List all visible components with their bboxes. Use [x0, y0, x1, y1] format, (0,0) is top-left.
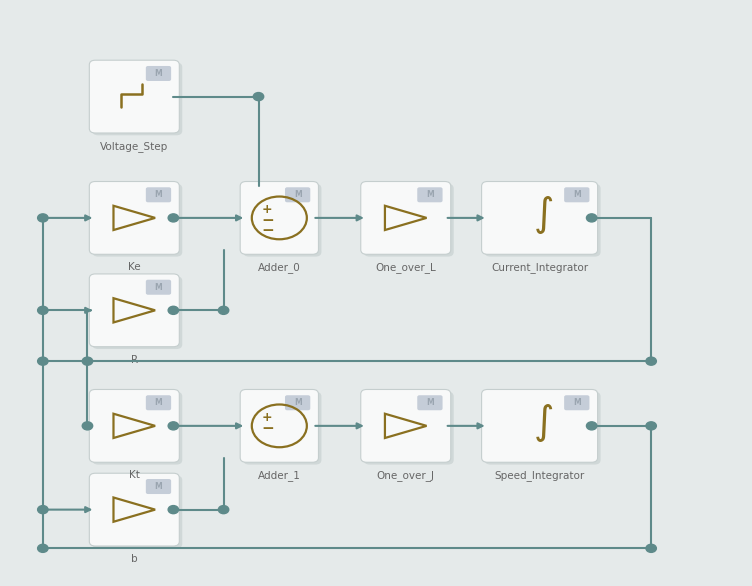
- Text: Current_Integrator: Current_Integrator: [491, 263, 588, 273]
- FancyBboxPatch shape: [285, 188, 311, 202]
- Circle shape: [253, 93, 264, 101]
- Text: M: M: [573, 190, 581, 199]
- FancyBboxPatch shape: [89, 274, 179, 347]
- FancyBboxPatch shape: [240, 182, 318, 254]
- Text: M: M: [155, 190, 162, 199]
- Text: −: −: [261, 421, 274, 436]
- Circle shape: [38, 544, 48, 553]
- Text: Voltage_Step: Voltage_Step: [100, 141, 168, 152]
- FancyBboxPatch shape: [484, 184, 601, 257]
- FancyBboxPatch shape: [89, 60, 179, 133]
- Text: $\int$: $\int$: [533, 402, 553, 444]
- FancyBboxPatch shape: [417, 188, 443, 202]
- FancyBboxPatch shape: [361, 182, 450, 254]
- Text: M: M: [426, 398, 434, 407]
- FancyBboxPatch shape: [146, 280, 171, 295]
- Circle shape: [38, 306, 48, 314]
- Circle shape: [38, 214, 48, 222]
- Circle shape: [646, 422, 656, 430]
- FancyBboxPatch shape: [564, 188, 590, 202]
- Text: +: +: [262, 203, 273, 216]
- Text: M: M: [155, 482, 162, 491]
- FancyBboxPatch shape: [146, 479, 171, 494]
- FancyBboxPatch shape: [146, 395, 171, 410]
- Text: M: M: [294, 190, 302, 199]
- FancyBboxPatch shape: [484, 392, 601, 465]
- Circle shape: [218, 506, 229, 514]
- Text: Kt: Kt: [129, 471, 140, 481]
- Circle shape: [82, 357, 92, 365]
- FancyBboxPatch shape: [89, 473, 179, 546]
- Circle shape: [646, 544, 656, 553]
- Text: $\int$: $\int$: [533, 194, 553, 236]
- Circle shape: [168, 306, 178, 314]
- Circle shape: [587, 214, 597, 222]
- Text: One_over_J: One_over_J: [377, 471, 435, 481]
- FancyBboxPatch shape: [92, 392, 182, 465]
- FancyBboxPatch shape: [417, 395, 443, 410]
- FancyBboxPatch shape: [364, 184, 453, 257]
- Text: Adder_0: Adder_0: [258, 263, 301, 273]
- FancyBboxPatch shape: [481, 182, 598, 254]
- FancyBboxPatch shape: [364, 392, 453, 465]
- Text: One_over_L: One_over_L: [375, 263, 436, 273]
- FancyBboxPatch shape: [285, 395, 311, 410]
- Circle shape: [168, 506, 178, 514]
- Text: Adder_1: Adder_1: [258, 471, 301, 481]
- Text: b: b: [131, 554, 138, 564]
- Text: Speed_Integrator: Speed_Integrator: [495, 471, 585, 481]
- FancyBboxPatch shape: [243, 184, 321, 257]
- Circle shape: [168, 422, 178, 430]
- FancyBboxPatch shape: [564, 395, 590, 410]
- Circle shape: [218, 306, 229, 314]
- Text: M: M: [155, 69, 162, 78]
- Circle shape: [82, 422, 92, 430]
- Text: M: M: [155, 282, 162, 292]
- Text: +: +: [262, 411, 273, 424]
- Circle shape: [587, 422, 597, 430]
- FancyBboxPatch shape: [89, 182, 179, 254]
- FancyBboxPatch shape: [89, 390, 179, 462]
- Text: Ke: Ke: [128, 263, 141, 272]
- Text: M: M: [426, 190, 434, 199]
- Text: M: M: [573, 398, 581, 407]
- Text: R: R: [131, 355, 138, 365]
- FancyBboxPatch shape: [92, 276, 182, 349]
- FancyBboxPatch shape: [146, 66, 171, 81]
- FancyBboxPatch shape: [361, 390, 450, 462]
- Text: −: −: [261, 213, 274, 229]
- FancyBboxPatch shape: [240, 390, 318, 462]
- Text: M: M: [155, 398, 162, 407]
- FancyBboxPatch shape: [92, 476, 182, 548]
- Text: M: M: [294, 398, 302, 407]
- Circle shape: [168, 214, 178, 222]
- FancyBboxPatch shape: [481, 390, 598, 462]
- Text: −: −: [261, 223, 274, 238]
- Circle shape: [38, 357, 48, 365]
- FancyBboxPatch shape: [243, 392, 321, 465]
- Circle shape: [38, 506, 48, 514]
- FancyBboxPatch shape: [92, 63, 182, 135]
- FancyBboxPatch shape: [92, 184, 182, 257]
- Circle shape: [646, 357, 656, 365]
- FancyBboxPatch shape: [146, 188, 171, 202]
